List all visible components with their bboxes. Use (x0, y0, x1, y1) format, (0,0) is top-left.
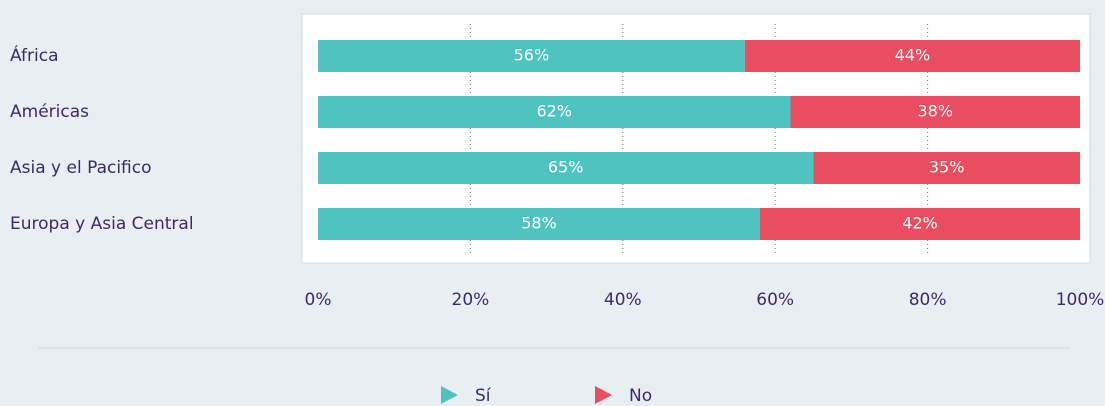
value-label: 58% (521, 214, 557, 233)
x-tick-label: 80% (909, 290, 947, 310)
bar-segment (318, 208, 760, 240)
bar-segment (318, 152, 814, 184)
x-tick-label: 20% (452, 290, 490, 310)
category-label: Asia y el Pacifico (10, 158, 152, 178)
bar-segment (318, 40, 745, 72)
legend-swatch (595, 386, 612, 404)
x-tick-label: 60% (756, 290, 794, 310)
bar-segment (318, 96, 791, 128)
category-label: Europa y Asia Central (10, 214, 194, 234)
legend-swatch (441, 386, 458, 404)
bar-segment (790, 96, 1080, 128)
value-label: 42% (902, 214, 938, 233)
bar-segment (744, 40, 1080, 72)
bar-segment (759, 208, 1080, 240)
category-label: África (10, 44, 59, 66)
value-label: 44% (895, 46, 931, 65)
value-label: 38% (917, 102, 953, 121)
x-tick-label: 0% (305, 290, 332, 310)
value-label: 56% (514, 46, 550, 65)
x-tick-label: 40% (604, 290, 642, 310)
x-tick-label: 100% (1056, 290, 1105, 310)
value-label: 35% (929, 158, 965, 177)
value-label: 62% (536, 102, 572, 121)
category-label: Américas (10, 102, 89, 122)
legend-label: Sí (475, 386, 492, 406)
legend-label: No (629, 386, 652, 406)
value-label: 65% (548, 158, 584, 177)
bar-segment (813, 152, 1080, 184)
